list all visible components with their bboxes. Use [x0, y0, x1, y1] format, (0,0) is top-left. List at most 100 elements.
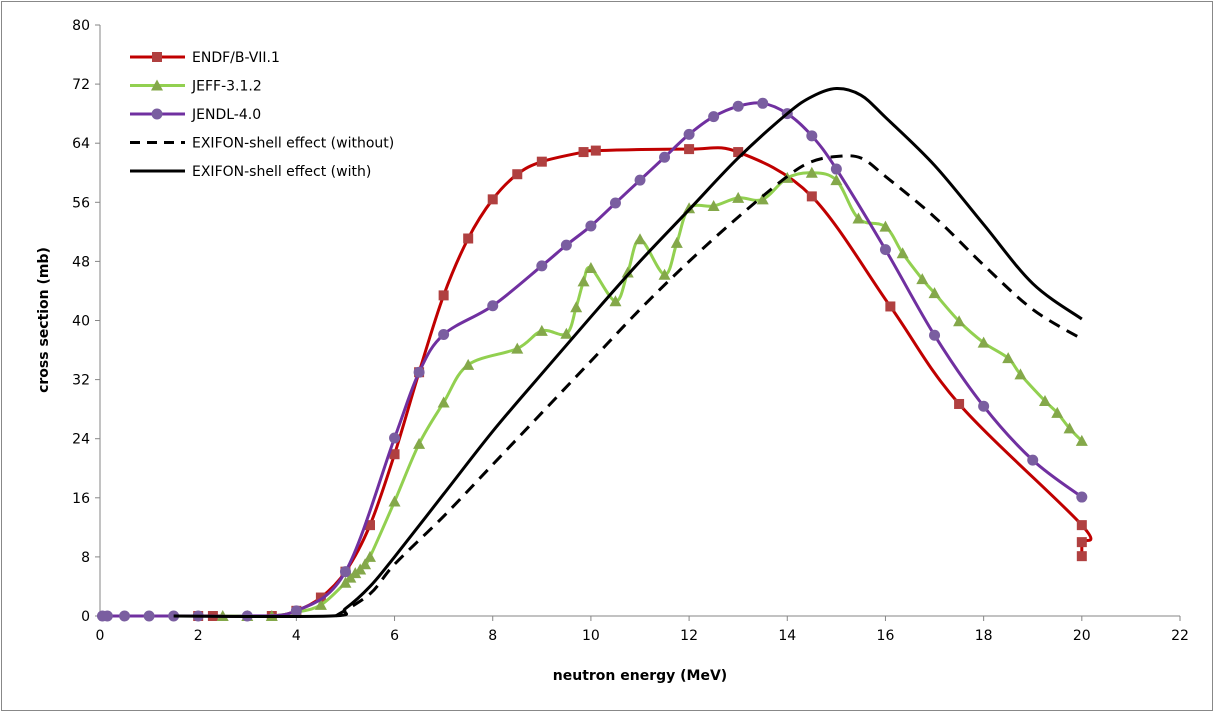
- data-point: [462, 358, 475, 370]
- data-point: [560, 327, 573, 339]
- legend-marker: [151, 108, 163, 120]
- y-tick-label: 32: [72, 373, 90, 389]
- data-point: [585, 220, 597, 232]
- data-point: [684, 144, 695, 155]
- legend-item-0: ENDF/B-VII.1: [130, 50, 280, 66]
- series-line: [334, 154, 1083, 618]
- y-tick-label: 40: [72, 314, 90, 330]
- x-axis-label: neutron energy (MeV): [553, 668, 727, 684]
- data-point: [463, 233, 474, 244]
- x-tick-label: 4: [292, 628, 301, 644]
- data-point: [885, 301, 896, 312]
- y-tick-label: 80: [72, 18, 90, 34]
- data-point: [609, 197, 621, 209]
- x-tick-label: 10: [582, 628, 600, 644]
- data-point: [438, 290, 449, 301]
- data-point: [916, 273, 929, 285]
- data-point: [732, 191, 745, 203]
- data-point: [364, 550, 376, 562]
- x-tick-label: 22: [1171, 628, 1189, 644]
- data-point: [1076, 537, 1087, 548]
- legend-label: JENDL-4.0: [191, 107, 261, 123]
- data-point: [389, 432, 401, 444]
- data-point: [1076, 551, 1087, 562]
- data-point: [365, 520, 375, 531]
- data-point: [535, 324, 548, 336]
- x-tick-label: 8: [488, 628, 497, 644]
- x-tick-label: 2: [194, 628, 203, 644]
- data-point: [536, 156, 547, 167]
- y-tick-label: 16: [72, 491, 90, 507]
- data-point: [659, 151, 671, 163]
- data-point: [954, 398, 965, 409]
- x-tick-label: 20: [1073, 628, 1091, 644]
- data-point: [290, 605, 302, 617]
- data-point: [1076, 520, 1087, 531]
- data-point: [896, 247, 909, 259]
- y-tick-label: 8: [81, 550, 90, 566]
- data-point: [1076, 491, 1088, 503]
- series-4: [173, 87, 1083, 619]
- x-tick-label: 14: [778, 628, 796, 644]
- legend-item-2: JENDL-4.0: [130, 107, 261, 123]
- data-point: [707, 199, 720, 211]
- data-point: [621, 266, 634, 278]
- data-point: [953, 315, 966, 327]
- data-point: [388, 495, 401, 507]
- data-point: [389, 449, 400, 460]
- data-point: [806, 130, 818, 142]
- data-point: [732, 100, 744, 112]
- legend-item-4: EXIFON-shell effect (with): [130, 164, 371, 180]
- data-point: [413, 437, 426, 449]
- data-point: [879, 220, 892, 232]
- data-point: [658, 268, 671, 280]
- data-point: [1014, 368, 1027, 380]
- legend-marker: [152, 52, 162, 62]
- data-point: [852, 212, 865, 224]
- data-point: [413, 366, 425, 378]
- data-point: [577, 275, 590, 287]
- y-tick-label: 64: [72, 136, 90, 152]
- y-tick-label: 72: [72, 77, 90, 93]
- x-tick-label: 0: [96, 628, 105, 644]
- legend-marker: [151, 79, 163, 91]
- data-point: [101, 610, 113, 622]
- series-line: [198, 146, 1093, 618]
- data-point: [437, 396, 450, 408]
- data-point: [1002, 352, 1015, 364]
- data-point: [438, 329, 450, 341]
- data-point: [1027, 454, 1039, 466]
- data-point: [1051, 406, 1064, 418]
- data-point: [756, 193, 769, 205]
- data-point: [560, 239, 572, 251]
- series-line: [173, 87, 1083, 619]
- data-point: [670, 236, 683, 248]
- legend-label: JEFF-3.1.2: [191, 79, 262, 95]
- data-point: [584, 262, 597, 274]
- data-point: [879, 244, 891, 256]
- data-point: [609, 295, 622, 307]
- data-point: [512, 169, 523, 180]
- data-point: [806, 191, 817, 202]
- legend-item-3: EXIFON-shell effect (without): [130, 136, 394, 152]
- data-point: [1075, 434, 1088, 446]
- series-1: [216, 166, 1088, 621]
- legend-label: ENDF/B-VII.1: [192, 50, 280, 66]
- data-point: [570, 301, 583, 313]
- legend-label: EXIFON-shell effect (with): [192, 164, 371, 180]
- series-3: [334, 154, 1083, 618]
- y-tick-label: 0: [81, 609, 90, 625]
- data-point: [830, 163, 842, 175]
- data-point: [1063, 422, 1076, 434]
- data-point: [634, 233, 646, 245]
- data-point: [805, 166, 818, 178]
- data-point: [590, 145, 601, 156]
- x-tick-label: 16: [877, 628, 895, 644]
- data-point: [977, 336, 990, 348]
- series-group: [96, 87, 1093, 622]
- data-point: [487, 194, 498, 205]
